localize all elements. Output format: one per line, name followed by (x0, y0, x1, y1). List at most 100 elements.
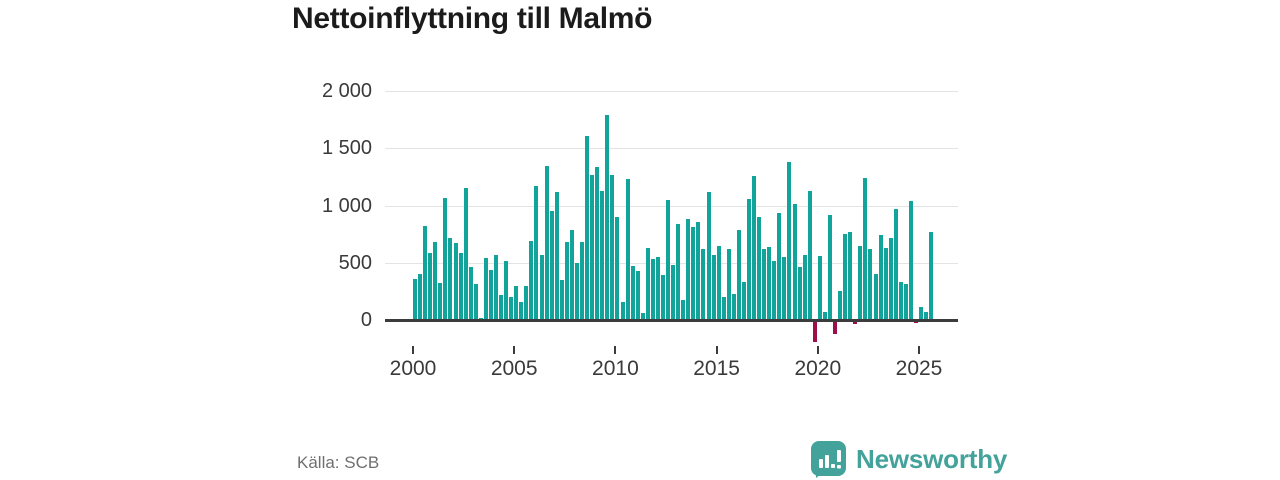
bar-positive (924, 312, 929, 320)
bar-positive (468, 266, 473, 320)
bar-positive (539, 255, 544, 320)
newsworthy-bubble-icon (811, 441, 846, 478)
bar-positive (660, 274, 665, 320)
bar-positive (630, 266, 635, 320)
bar-positive (595, 166, 600, 320)
x-tick-label: 2015 (693, 357, 740, 380)
bar-positive (519, 302, 524, 320)
bar-positive (509, 297, 514, 320)
bar-positive (893, 208, 898, 320)
x-tick-label: 2020 (794, 357, 842, 380)
bar-positive (574, 262, 579, 320)
bar-positive (701, 249, 706, 320)
bar-positive (898, 282, 903, 320)
bar-positive (691, 226, 696, 320)
bar-positive (514, 285, 519, 320)
bar-positive (797, 267, 802, 320)
bar-positive (559, 280, 564, 320)
y-tick-label: 0 (360, 309, 372, 331)
bar-positive (858, 245, 863, 320)
bar-positive (554, 191, 559, 320)
bar-positive (772, 261, 777, 320)
bar-negative (833, 321, 838, 335)
newsworthy-wordmark: Newsworthy (856, 443, 1008, 474)
bar-positive (463, 188, 468, 320)
bar-positive (610, 174, 615, 320)
bar-positive (534, 185, 539, 320)
bar-positive (696, 222, 701, 320)
bar-negative (913, 321, 918, 324)
bar-positive (827, 214, 832, 320)
bar-positive (838, 290, 843, 320)
bar-positive (741, 282, 746, 320)
bar-positive (569, 229, 574, 320)
bar-positive (438, 282, 443, 320)
x-tick-mark (513, 346, 516, 354)
x-tick-mark (918, 346, 920, 354)
bar-positive (908, 201, 913, 320)
chart-title: Nettoinflyttning till Malmö (292, 2, 653, 35)
bar-positive (666, 199, 671, 320)
bar-positive (580, 242, 585, 320)
bar-positive (448, 238, 453, 320)
newsworthy-logo[interactable]: Newsworthy (810, 440, 1007, 478)
bar-positive (721, 297, 726, 320)
bar-positive (676, 223, 681, 320)
y-tick-label: 1 000 (321, 194, 372, 217)
source-note: Källa: SCB (297, 453, 380, 472)
x-tick-label: 2005 (490, 357, 538, 380)
bar-positive (650, 259, 655, 320)
bar-positive (777, 212, 782, 320)
bar-positive (605, 115, 610, 320)
bar-positive (757, 216, 762, 320)
bar-positive (736, 229, 741, 320)
bar-positive (458, 253, 463, 320)
x-tick-mark (816, 346, 819, 354)
x-axis-line (385, 318, 958, 322)
bar-positive (863, 178, 868, 320)
y-tick-label: 2 000 (321, 80, 372, 103)
bar-positive (423, 225, 428, 320)
x-tick-label: 2000 (389, 357, 437, 380)
bar-positive (504, 260, 509, 320)
bar-positive (731, 294, 736, 320)
bar-positive (585, 135, 590, 320)
bar-positive (681, 300, 686, 320)
bar-positive (488, 270, 493, 320)
bar-positive (655, 256, 660, 320)
bar-positive (787, 161, 792, 320)
bar-positive (903, 284, 908, 320)
bar-positive (671, 264, 676, 320)
bar-positive (716, 245, 721, 320)
bar-positive (428, 252, 433, 320)
bar-positive (544, 165, 549, 320)
bar-negative (853, 321, 858, 325)
bar-positive (782, 257, 787, 320)
bar-positive (929, 231, 934, 320)
bar-positive (807, 190, 812, 320)
bar-positive (413, 278, 418, 320)
bar-positive (792, 203, 797, 320)
bar-positive (706, 191, 711, 320)
gridline (385, 91, 958, 93)
x-tick-mark (614, 346, 617, 354)
bar-positive (625, 178, 630, 320)
bar-positive (802, 255, 807, 320)
bar-positive (686, 218, 691, 320)
gridline (385, 148, 958, 150)
bar-positive (620, 301, 625, 320)
bar-positive (645, 247, 650, 320)
bar-positive (843, 233, 848, 320)
bar-positive (600, 190, 605, 320)
bar-negative (812, 321, 817, 343)
bar-positive (499, 294, 504, 320)
bar-positive (752, 175, 757, 320)
bar-positive (524, 285, 529, 320)
bar-positive (883, 247, 888, 320)
x-tick-mark (412, 346, 414, 354)
bar-positive (640, 313, 645, 320)
bar-positive (817, 255, 822, 320)
x-tick-mark (715, 346, 718, 354)
bar-positive (529, 240, 534, 320)
bar-positive (767, 246, 772, 320)
